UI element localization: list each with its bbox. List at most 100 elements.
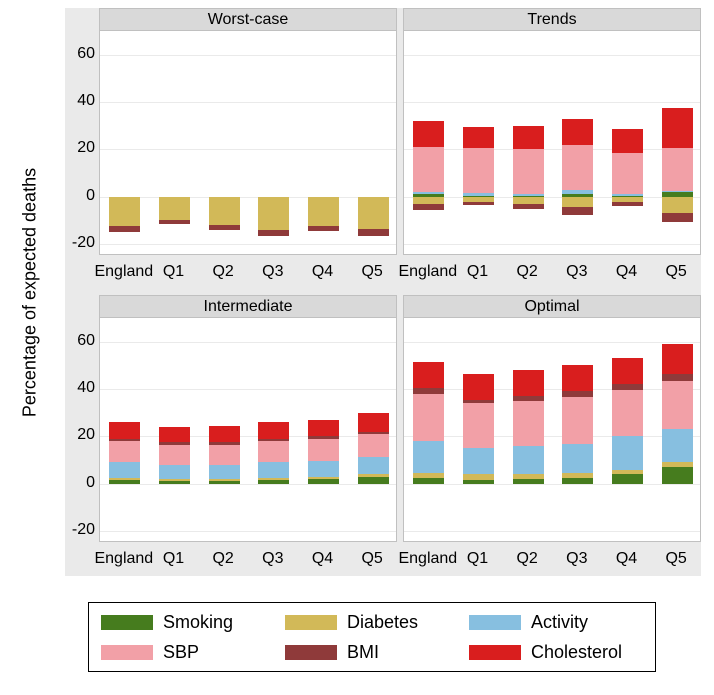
bar-segment-diabetes (413, 473, 444, 478)
y-tick-label: 60 (77, 45, 95, 63)
panel: Worst-case (99, 8, 397, 255)
gridline (404, 244, 700, 245)
bar-segment-activity (308, 461, 339, 476)
bar-segment-bmi (159, 220, 190, 224)
gridline (100, 342, 396, 343)
plot-area: -200204060Worst-caseEnglandQ1Q2Q3Q4Q5Tre… (65, 8, 701, 576)
y-tick-label: 0 (86, 474, 95, 492)
bar-segment-diabetes (209, 197, 240, 225)
bar-segment-sbp (562, 145, 593, 190)
bar (612, 318, 643, 543)
legend: SmokingDiabetesActivitySBPBMICholesterol (88, 602, 656, 672)
x-tick-label: Q1 (163, 263, 184, 281)
bar-segment-diabetes (612, 470, 643, 475)
bar-segment-activity (662, 191, 693, 192)
bar-segment-cholesterol (662, 108, 693, 148)
x-tick-label: Q5 (361, 550, 382, 568)
bar (463, 31, 494, 256)
x-tick-label: England (94, 263, 153, 281)
panel: Intermediate (99, 295, 397, 542)
bar-segment-smoking (662, 467, 693, 484)
bar-segment-bmi (612, 384, 643, 390)
panel: Trends (403, 8, 701, 255)
bar-segment-bmi (258, 230, 289, 236)
bar-segment-diabetes (463, 474, 494, 480)
bar-segment-bmi (258, 439, 289, 441)
bar-segment-activity (258, 462, 289, 477)
bar-segment-activity (612, 436, 643, 469)
bar-segment-sbp (612, 390, 643, 436)
bar-segment-cholesterol (413, 121, 444, 147)
panel-body (404, 318, 700, 543)
bar-segment-smoking (413, 478, 444, 484)
gridline (404, 389, 700, 390)
bar-segment-bmi (413, 204, 444, 210)
bar-segment-diabetes (308, 197, 339, 227)
gridline (404, 149, 700, 150)
legend-item-smoking: Smoking (101, 607, 285, 637)
legend-swatch (285, 615, 337, 630)
bar-segment-activity (562, 190, 593, 195)
bar-segment-activity (513, 446, 544, 474)
bar-segment-bmi (463, 202, 494, 206)
bar-segment-diabetes (109, 478, 140, 480)
bar-segment-smoking (463, 480, 494, 484)
bar-segment-cholesterol (612, 129, 643, 153)
bar (159, 31, 190, 256)
legend-label: Activity (531, 612, 588, 633)
bar-segment-diabetes (662, 462, 693, 467)
legend-item-cholesterol: Cholesterol (469, 637, 653, 667)
bar-segment-cholesterol (413, 362, 444, 388)
bar-segment-diabetes (159, 479, 190, 481)
bar (308, 31, 339, 256)
y-axis-label: Percentage of expected deaths (20, 143, 41, 443)
bar-segment-bmi (209, 225, 240, 230)
bar-segment-activity (413, 192, 444, 194)
bar-segment-bmi (109, 439, 140, 441)
gridline (100, 484, 396, 485)
bar-segment-cholesterol (308, 420, 339, 437)
bar-segment-cholesterol (513, 370, 544, 396)
legend-label: SBP (163, 642, 199, 663)
bar-segment-activity (109, 462, 140, 477)
bar-segment-diabetes (358, 197, 389, 229)
x-tick-label: Q3 (566, 550, 587, 568)
bar-segment-bmi (513, 396, 544, 401)
x-tick-label: Q2 (212, 550, 233, 568)
gridline (100, 389, 396, 390)
bar-segment-bmi (308, 436, 339, 438)
x-tick-label: Q3 (566, 263, 587, 281)
bar-segment-sbp (513, 149, 544, 194)
gridline (100, 102, 396, 103)
x-tick-label: Q3 (262, 263, 283, 281)
bar-segment-sbp (109, 441, 140, 462)
panel-body (404, 31, 700, 256)
x-ticks: EnglandQ1Q2Q3Q4Q5 (99, 259, 397, 293)
y-tick-label: 60 (77, 332, 95, 350)
gridline (404, 484, 700, 485)
bar-segment-sbp (662, 381, 693, 430)
bar-segment-bmi (513, 204, 544, 209)
bar-segment-smoking (562, 478, 593, 484)
bar (109, 318, 140, 543)
bar-segment-diabetes (159, 197, 190, 221)
bar-segment-bmi (308, 226, 339, 231)
legend-label: Cholesterol (531, 642, 622, 663)
bar-segment-activity (463, 448, 494, 474)
gridline (100, 55, 396, 56)
bar-segment-diabetes (562, 197, 593, 208)
y-tick-label: 0 (86, 187, 95, 205)
bar (308, 318, 339, 543)
bar (109, 31, 140, 256)
x-tick-label: England (398, 550, 457, 568)
bar-segment-sbp (159, 445, 190, 465)
bar (258, 31, 289, 256)
bar-segment-cholesterol (159, 427, 190, 442)
legend-swatch (101, 615, 153, 630)
bar-segment-smoking (258, 480, 289, 484)
legend-label: BMI (347, 642, 379, 663)
bar-segment-sbp (463, 403, 494, 448)
bar-segment-bmi (358, 432, 389, 434)
bar-segment-diabetes (562, 473, 593, 478)
legend-item-sbp: SBP (101, 637, 285, 667)
